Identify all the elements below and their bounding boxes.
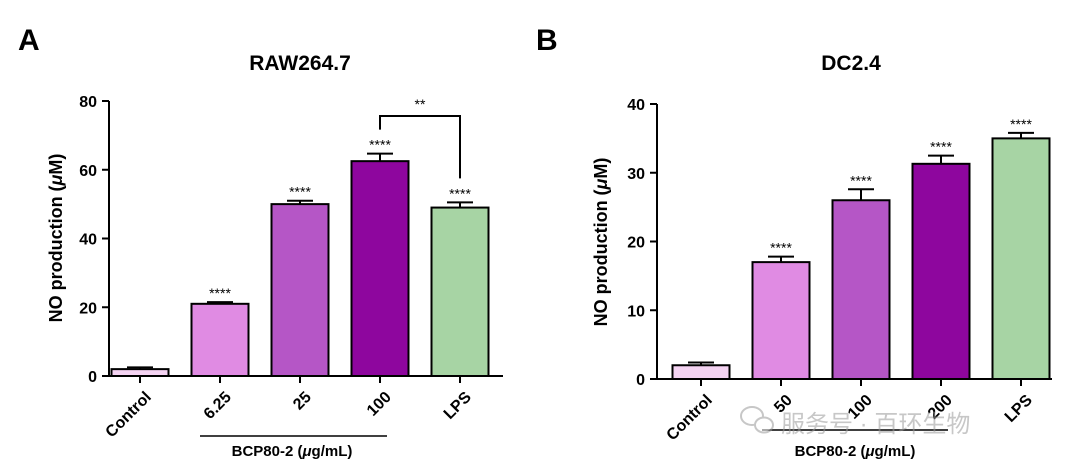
panel-a-bar	[110, 368, 170, 377]
panel-b-title: DC2.4	[821, 52, 881, 75]
panel-a-comparison-label: **	[415, 96, 426, 112]
panel-a-axes: 0 20 40 60 80	[79, 94, 503, 386]
panel-a-bar	[350, 160, 410, 377]
panel-b-bar	[911, 162, 971, 380]
panel-b-y-tick-label: 20	[627, 235, 645, 252]
panel-a-group-label: BCP80-2 (μg/mL)	[232, 443, 353, 460]
panel-b-bar	[671, 364, 731, 380]
panel-b-significance-label: ****	[930, 139, 952, 155]
panel-a-significance-label: ****	[449, 185, 471, 201]
panel-a-y-tick-label: 0	[88, 369, 97, 386]
panel-b-y-tick-label: 30	[627, 166, 645, 183]
panel-a-significance-label: ****	[209, 285, 231, 301]
panel-a-x-tick-label: LPS	[441, 389, 475, 423]
panel-b-x-tick-label: Control	[664, 392, 716, 444]
panel-a-x-tick-label: Control	[103, 389, 155, 441]
panel-b-y-tick-label: 10	[627, 303, 645, 320]
panel-a-comparison-bracket	[379, 115, 461, 179]
panel-a-y-tick-label: 60	[79, 163, 97, 180]
panel-b-bar	[991, 137, 1051, 380]
panel-b: B DC2.4 NO production (μM) 0 10 20 30 40 Con…	[536, 24, 1052, 460]
panel-a-x-tick-label: 25	[290, 389, 315, 414]
panel-b-bar	[751, 261, 811, 380]
panel-a-bar	[190, 302, 250, 377]
panel-a-significance-label: ****	[369, 137, 391, 153]
wechat-icon	[740, 406, 774, 434]
panel-b-bar	[831, 199, 891, 380]
panel-a-y-tick-label: 20	[79, 300, 97, 317]
watermark: 服务号 · 百环生物	[740, 406, 970, 438]
panel-b-group-label: BCP80-2 (μg/mL)	[795, 443, 916, 460]
panel-b-significance-label: ****	[1010, 116, 1032, 132]
panel-a-bar	[430, 206, 490, 377]
panel-a-bar	[270, 203, 330, 377]
panel-a-x-tick-label: 100	[364, 389, 395, 420]
panel-a-y-tick-label: 80	[79, 94, 97, 111]
panel-b-significance-label: ****	[770, 240, 792, 256]
watermark-text: 服务号 · 百环生物	[781, 411, 970, 438]
panel-a-title: RAW264.7	[249, 52, 351, 75]
panel-a-significance-label: ****	[289, 184, 311, 200]
panel-b-bars: Control 50****100****200****LPS****	[664, 116, 1051, 444]
panel-b-label: B	[536, 24, 558, 57]
panel-a-bars: Control 6.25****25****100****LPS******	[103, 96, 490, 441]
panel-a-y-tick-label: 40	[79, 232, 97, 249]
panel-b-y-axis-label: NO production (μM)	[591, 158, 611, 327]
panel-a-x-tick-label: 6.25	[201, 389, 235, 423]
panel-b-y-tick-label: 0	[636, 372, 645, 389]
panel-b-x-tick-label: LPS	[1002, 392, 1036, 426]
panel-a-label: A	[18, 24, 40, 57]
panel-b-significance-label: ****	[850, 172, 872, 188]
panel-a: A RAW264.7 NO production (μM) 020406080 …	[18, 24, 503, 460]
panel-a-y-axis-label: NO production (μM)	[46, 154, 66, 323]
panel-b-y-tick-label: 40	[627, 97, 645, 114]
